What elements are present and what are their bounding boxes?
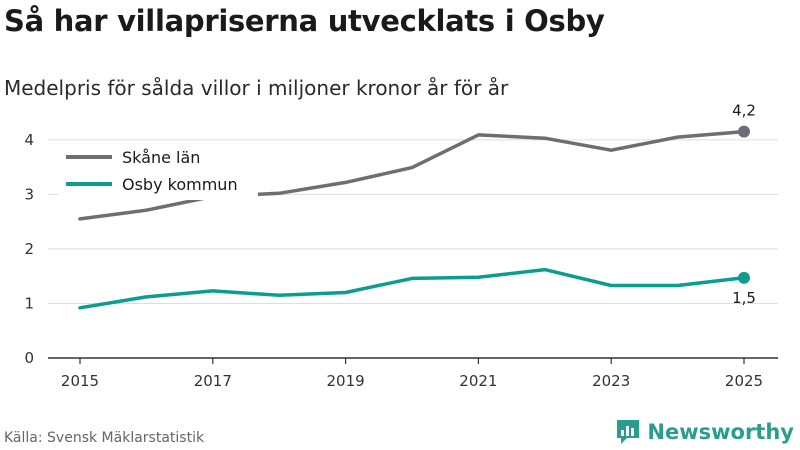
legend-label: Skåne län bbox=[122, 148, 200, 167]
y-tick-label: 3 bbox=[24, 185, 34, 203]
x-tick-label: 2017 bbox=[194, 372, 232, 390]
series-end-point bbox=[738, 271, 750, 284]
chart-title: Så har villapriserna utvecklats i Osby bbox=[4, 4, 605, 38]
series-end-point bbox=[738, 125, 750, 138]
brand-name: Newsworthy bbox=[647, 420, 794, 444]
x-tick-label: 2019 bbox=[327, 372, 365, 390]
line-chart: 0 1 2 3 4 2015 2017 2019 2021 2023 2025 4,2 1,5 Skå… bbox=[24, 102, 778, 390]
chart-subtitle: Medelpris för sålda villor i miljoner kr… bbox=[4, 76, 509, 100]
y-tick-label: 2 bbox=[24, 240, 34, 258]
x-tick-label: 2023 bbox=[592, 372, 630, 390]
y-tick-label: 4 bbox=[24, 131, 34, 149]
axes: 0 1 2 3 4 2015 2017 2019 2021 2023 2025 bbox=[24, 131, 778, 390]
x-tick-label: 2015 bbox=[61, 372, 99, 390]
x-tick-label: 2025 bbox=[725, 372, 763, 390]
end-value-label: 4,2 bbox=[732, 102, 756, 120]
series-lines bbox=[78, 125, 750, 310]
legend-label: Osby kommun bbox=[122, 175, 238, 194]
series-line-skane-lan bbox=[78, 129, 746, 221]
data-labels: 4,2 1,5 bbox=[732, 102, 756, 307]
legend: Skåne län Osby kommun bbox=[58, 142, 258, 200]
source-note: Källa: Svensk Mäklarstatistik bbox=[4, 430, 205, 446]
legend-background bbox=[58, 142, 258, 200]
series-line-osby-kommun bbox=[78, 267, 746, 310]
y-tick-label: 1 bbox=[24, 294, 34, 312]
x-tick-label: 2021 bbox=[459, 372, 497, 390]
end-value-label: 1,5 bbox=[732, 289, 756, 307]
y-tick-label: 0 bbox=[24, 349, 34, 367]
newsworthy-logo-icon bbox=[617, 420, 640, 444]
brand-logo: Newsworthy bbox=[615, 418, 794, 446]
